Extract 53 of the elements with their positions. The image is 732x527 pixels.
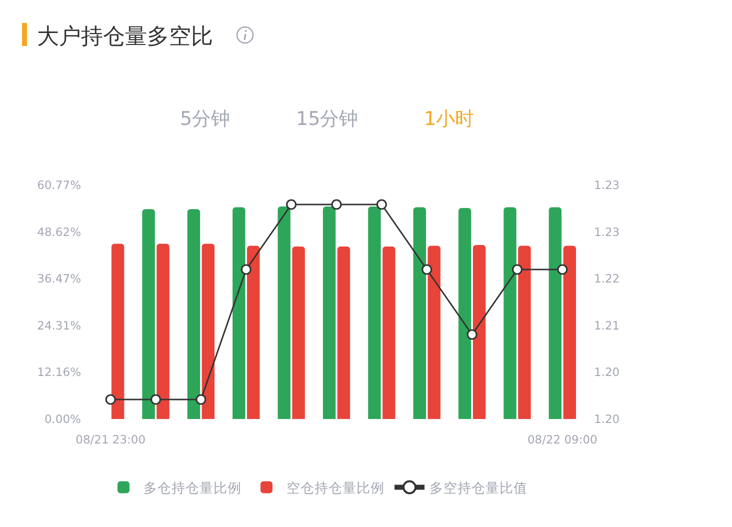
point: [196, 394, 206, 405]
bar: [428, 246, 440, 419]
point: [240, 264, 252, 275]
point: [422, 264, 432, 275]
y2-tick-label: 1.21: [594, 318, 620, 332]
point: [512, 264, 523, 275]
y-tick-label: 36.47%: [37, 272, 82, 286]
bar: [413, 207, 426, 419]
point: [376, 199, 387, 210]
bar: [368, 206, 381, 419]
bar: [563, 246, 576, 419]
bar: [142, 209, 155, 419]
x-tick-label: 08/22 09:00: [527, 432, 598, 446]
bar: [156, 244, 170, 419]
y2-tick-label: 1.20: [594, 365, 620, 380]
bar: [111, 244, 124, 419]
point: [331, 199, 342, 210]
bar: [504, 207, 516, 419]
bar: [337, 246, 350, 419]
bar: [247, 246, 260, 419]
y-tick-label: 0.00%: [44, 412, 82, 426]
point: [557, 264, 568, 275]
bar: [382, 246, 396, 419]
legend-label: 多仓持仓量比例: [144, 480, 242, 497]
text: 1小时: [424, 108, 474, 130]
y2-tick-label: 1.23: [594, 178, 620, 192]
text: 15分钟: [296, 108, 358, 130]
bar: [232, 207, 246, 419]
chart-title: 大户持仓量多空比: [37, 24, 213, 50]
bar: [202, 244, 215, 419]
y2-tick-label: 1.22: [594, 272, 620, 286]
bar: [278, 206, 290, 419]
bar: [292, 246, 305, 419]
bar: [187, 209, 200, 419]
bar: [548, 207, 562, 419]
y-tick-label: 60.77%: [37, 178, 82, 192]
y-tick-label: 24.31%: [37, 318, 82, 332]
legend-label: 空仓持仓量比例: [286, 480, 384, 497]
bar: [322, 206, 336, 419]
legend-label: 多空持仓量比值: [430, 480, 528, 497]
bar: [458, 208, 472, 419]
y2-tick-label: 1.20: [594, 412, 620, 426]
bar: [518, 246, 531, 419]
y-tick-label: 48.62%: [37, 224, 82, 239]
y2-tick-label: 1.23: [594, 224, 620, 239]
y-tick-label: 12.16%: [37, 365, 82, 380]
text: 5分钟: [180, 108, 230, 130]
bar: [472, 244, 486, 419]
point: [466, 329, 478, 340]
point: [150, 394, 162, 405]
point: [286, 199, 297, 210]
x-tick-label: 08/21 23:00: [76, 432, 146, 446]
point: [105, 394, 116, 405]
